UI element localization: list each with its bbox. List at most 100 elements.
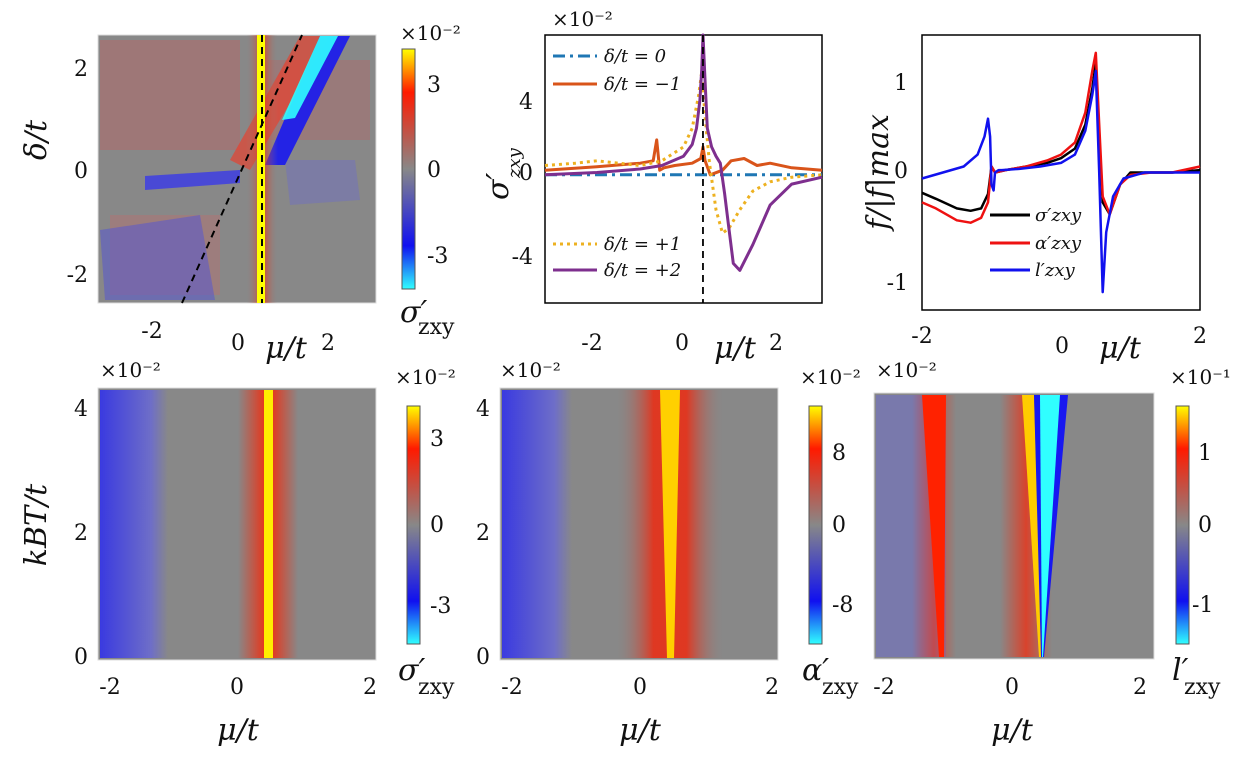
panel-a-colorbar <box>401 48 416 290</box>
panel-e-cbar-label: α′ <box>802 653 829 688</box>
panel-b-ylabel-sub: zxy <box>504 147 525 179</box>
panel-a-colorbar-multiplier: ×10⁻² <box>400 21 461 45</box>
panel-d-cbar-label: σ′ <box>398 653 425 688</box>
b-series-2-line <box>544 70 823 235</box>
c-series-2-line <box>921 69 1200 294</box>
panel-a-blue-wedge <box>145 170 240 190</box>
panel-a-heatmap-features <box>100 35 370 303</box>
panel-c-ytick-0: 0 <box>894 159 908 184</box>
panel-a-dashed-diagonal <box>181 34 303 304</box>
panel-e-xtick-0: 0 <box>633 675 647 700</box>
panel-f-cyan-wedge <box>1040 395 1060 657</box>
panel-e-ytick-2: 2 <box>476 521 490 546</box>
panel-d-colorbar <box>406 405 421 645</box>
panel-a-cbar-tick-3: 3 <box>427 73 441 98</box>
panel-c-ylabel: f/|f|max <box>861 114 896 232</box>
panel-b-xtick-neg2: -2 <box>581 331 602 356</box>
panel-f-red-glow-left <box>912 395 956 657</box>
panel-a-blue-lower-left <box>100 215 215 300</box>
panel-d-blue-strip <box>100 390 168 658</box>
b-series-1-line <box>544 138 823 177</box>
panel-c-legend-label-2: l′zxy <box>1035 260 1075 281</box>
panel-a-ytick-2: 2 <box>74 57 88 82</box>
panel-a-ytick-0: 0 <box>74 159 88 184</box>
panel-c-legend-label-1: α′zxy <box>1035 233 1082 254</box>
panel-b-ytick-4: 4 <box>519 90 533 115</box>
panel-f-xtick-2: 2 <box>1133 675 1147 700</box>
panel-a-blue-center <box>285 160 360 205</box>
panel-d-cbar-label-sub: zxy <box>418 675 455 700</box>
panel-c-xlabel: μ/t <box>1099 331 1142 366</box>
panel-a-cbar-label-sub: zxy <box>418 315 455 340</box>
panel-e-colorbar <box>808 405 823 645</box>
panel-c-xtick-neg2: -2 <box>911 324 932 349</box>
panel-e-cbar-label-sub: zxy <box>822 675 859 700</box>
panel-e-xlabel: μ/t <box>619 713 662 748</box>
panel-e-colorbar-multiplier: ×10⁻² <box>800 365 861 389</box>
panel-b-ytick-0: 0 <box>519 161 533 186</box>
panel-b-multiplier: ×10⁻² <box>552 7 613 31</box>
panel-f-colorbar-multiplier: ×10⁻¹ <box>1170 365 1231 389</box>
panel-d-xtick-0: 0 <box>230 675 244 700</box>
panel-e-yellow-wedge <box>660 390 680 658</box>
panel-f-cbar-label: l′ <box>1172 653 1189 688</box>
panel-a-cbar-tick-0: 0 <box>427 158 441 183</box>
panel-d-cbar-tick-0: 0 <box>430 513 444 538</box>
panel-b-xtick-0: 0 <box>675 331 689 356</box>
panel-b-legend-label-1: δ/t = −1 <box>604 74 681 95</box>
panel-b-xtick-2: 2 <box>769 331 783 356</box>
panel-f-yellow-wedge <box>1022 395 1042 657</box>
panel-a-ylabel: δ/t <box>19 119 54 160</box>
panel-e: ×10⁻² 4 2 0 -2 0 2 μ/t ×10⁻² 8 0 -8 α′ z… <box>476 358 861 748</box>
panel-a-xtick-0: 0 <box>231 331 245 356</box>
panel-d-multiplier: ×10⁻² <box>100 358 161 382</box>
panel-c: 1 0 -1 -2 0 2 μ/t f/|f|max σ′zxy α′zxy l… <box>861 34 1207 366</box>
panel-c-xtick-0: 0 <box>1055 334 1069 359</box>
panel-b-ylabel-group: σ′ zxy <box>481 147 525 200</box>
panel-f-cbar-tick-1: 1 <box>1198 441 1212 466</box>
panel-c-series-group <box>921 51 1201 294</box>
panel-d-xtick-2: 2 <box>363 675 377 700</box>
panel-e-blue-strip <box>502 390 572 658</box>
panel-f-xtick-0: 0 <box>1005 675 1019 700</box>
panel-c-ytick-1: 1 <box>894 71 908 96</box>
panel-a-xtick-2: 2 <box>321 331 335 356</box>
panel-d-ytick-2: 2 <box>74 521 88 546</box>
panel-a-cyan-streak <box>282 36 338 120</box>
panel-e-cbar-tick-neg8: -8 <box>832 593 853 618</box>
panel-e-ytick-4: 4 <box>476 397 490 422</box>
panel-a-reddish-upper-left <box>100 40 240 150</box>
panel-a-ytick-neg2: -2 <box>67 263 88 288</box>
panel-d-ytick-4: 4 <box>74 397 88 422</box>
panel-f-colorbar <box>1175 405 1190 645</box>
panel-e-ytick-0: 0 <box>476 645 490 670</box>
panel-c-xtick-2: 2 <box>1193 324 1207 349</box>
panel-b: ×10⁻² 4 0 -4 -2 0 2 μ/t σ′ zxy δ/t = 0 δ… <box>481 7 823 366</box>
panel-f: ×10⁻² -2 0 2 μ/t ×10⁻¹ 1 0 -1 l′ zxy <box>873 358 1231 748</box>
panel-f-cbar-tick-neg1: -1 <box>1192 593 1213 618</box>
panel-b-legend-label-3: δ/t = +2 <box>604 260 681 281</box>
panel-f-xtick-neg2: -2 <box>873 675 894 700</box>
panel-d-xtick-neg2: -2 <box>99 675 120 700</box>
panel-d-colorbar-multiplier: ×10⁻² <box>395 365 456 389</box>
panel-e-cbar-tick-0: 0 <box>832 513 846 538</box>
b-series-3-line <box>544 33 823 272</box>
panel-b-xlabel: μ/t <box>714 331 757 366</box>
panel-d-cbar-tick-3: 3 <box>430 427 444 452</box>
panel-d-ylabel: kBT/t <box>19 483 54 566</box>
panel-c-legend-label-0: σ′zxy <box>1035 205 1082 226</box>
panel-b-plot-area <box>544 34 823 304</box>
panel-a-xtick-neg2: -2 <box>141 319 162 344</box>
panel-d-xlabel: μ/t <box>217 713 260 748</box>
panel-b-ylabel: σ′ <box>481 173 516 200</box>
panel-f-cbar-label-sub: zxy <box>1184 675 1221 700</box>
panel-f-multiplier: ×10⁻² <box>876 358 937 382</box>
panel-a-blue-streak <box>265 36 350 165</box>
panel-d: ×10⁻² 4 2 0 -2 0 2 μ/t kBT/t ×10⁻² 3 0 -… <box>19 358 456 748</box>
panel-b-legend-label-2: δ/t = +1 <box>604 234 681 255</box>
panel-a-cbar-label: σ′ <box>400 295 427 330</box>
panel-a-xlabel: μ/t <box>265 331 308 366</box>
panel-a-cbar-tick-neg3: -3 <box>427 244 448 269</box>
panel-d-ytick-0: 0 <box>74 645 88 670</box>
